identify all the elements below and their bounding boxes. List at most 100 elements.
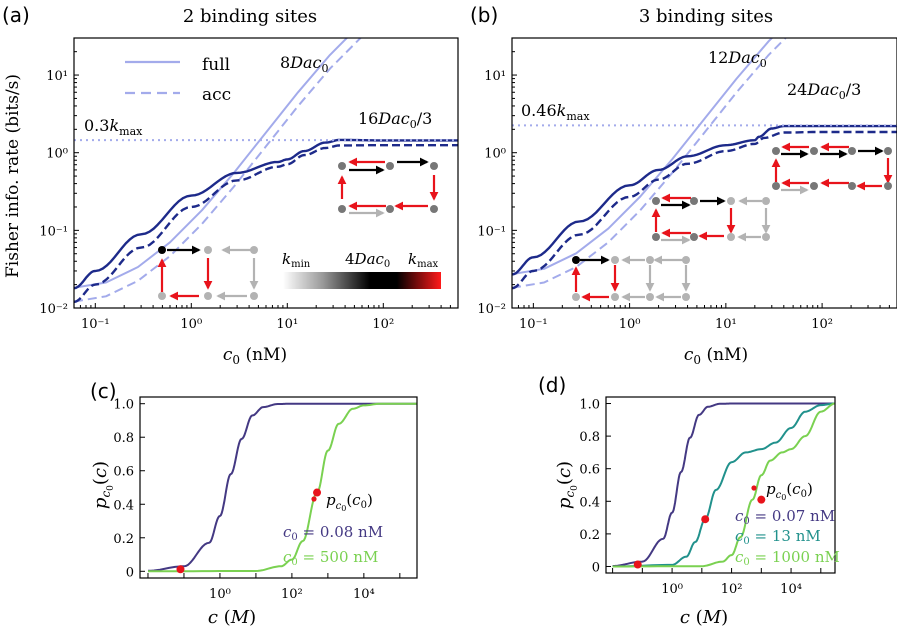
axes-layer: 10⁰ 10² 10⁴ 0 0.2 0.4 0.6 0.8 1.0 bbox=[113, 396, 418, 602]
series-line-acc bbox=[512, 38, 787, 289]
y-tick-label: 10⁻² bbox=[39, 302, 68, 317]
y-tick-label: 0.4 bbox=[579, 495, 600, 510]
axes-frame bbox=[511, 37, 897, 309]
x-tick-label: 10⁰ bbox=[661, 582, 683, 597]
x-tick-label: 10⁰ bbox=[619, 317, 641, 332]
y-tick-label: 0 bbox=[126, 565, 134, 580]
xlabel-a: c0 (nM) bbox=[223, 345, 287, 367]
legend-c: pc0(c0) c0 = 0.08 nM c0 = 500 nM bbox=[283, 491, 383, 568]
axes-frame bbox=[139, 396, 418, 579]
ylabel-c: pc0(c) bbox=[90, 461, 116, 509]
y-tick-label: 0 bbox=[592, 560, 600, 575]
panel-label-c: (c) bbox=[90, 379, 117, 403]
xlabel-d: c (M) bbox=[680, 607, 728, 628]
axes-layer: 10⁻¹ 10⁰ 10¹ 10² 10⁻² 10⁻¹ 10⁰ 10¹ bbox=[39, 37, 459, 332]
x-tick-label: 10⁰ bbox=[180, 317, 202, 332]
plot-panel-d: 10⁰ 10² 10⁴ 0 0.2 0.4 0.6 0.8 1.0 bbox=[579, 396, 836, 597]
x-tick-label: 10⁴ bbox=[780, 582, 802, 597]
legend-series-d-0: c0 = 0.07 nM bbox=[735, 507, 835, 527]
series-line-c0-1000-nm bbox=[612, 402, 835, 568]
plot-panel-b: 10⁻¹ 10⁰ 10¹ 10² 10⁻² 10⁻¹ 10⁰ 10¹ bbox=[477, 37, 897, 332]
xlabel-c: c (M) bbox=[208, 607, 256, 628]
colorbar-label-max: kmax bbox=[408, 250, 439, 270]
network-a-large bbox=[337, 157, 439, 218]
plot-panel-c: 10⁰ 10² 10⁴ 0 0.2 0.4 0.6 0.8 1.0 bbox=[113, 396, 418, 602]
hline-label-a: 0.3kmax bbox=[84, 116, 143, 138]
legend-marker-d bbox=[751, 485, 757, 491]
x-tick-label: 10⁻¹ bbox=[81, 317, 110, 332]
y-tick-label: 0.2 bbox=[579, 528, 600, 543]
series-line-c0-0-07-nm bbox=[612, 402, 835, 567]
series-line-c0-0-08-nm bbox=[147, 402, 417, 572]
x-tick-label: 10² bbox=[811, 317, 833, 332]
slope-label-a-full: 8Dac0 bbox=[280, 53, 329, 75]
y-tick-label: 1.0 bbox=[113, 398, 134, 413]
colorbar: kmin 4Dac0 kmax bbox=[282, 250, 441, 289]
plot-panel-a: 10⁻¹ 10⁰ 10¹ 10² 10⁻² 10⁻¹ 10⁰ 10¹ bbox=[39, 37, 459, 332]
operating-point bbox=[633, 560, 642, 569]
ylabel-a: Fisher info. rate (bits/s) bbox=[3, 74, 23, 278]
y-tick-label: 0.4 bbox=[113, 498, 134, 513]
y-tick-label: 0.6 bbox=[113, 465, 134, 480]
y-tick-label: 10¹ bbox=[46, 69, 68, 84]
x-tick-label: 10² bbox=[721, 582, 743, 597]
operating-point bbox=[313, 488, 322, 497]
x-tick-label: 10¹ bbox=[715, 317, 737, 332]
axes-frame bbox=[73, 37, 459, 309]
xlabel-b: c0 (nM) bbox=[684, 345, 748, 367]
legend-marker-c bbox=[311, 496, 317, 502]
y-tick-label: 10⁻¹ bbox=[477, 224, 506, 239]
slope-label-a-acc: 16Dac0/3 bbox=[358, 109, 432, 131]
legend-a: full acc bbox=[125, 55, 231, 105]
y-tick-label: 0.6 bbox=[579, 463, 600, 478]
title-b: 3 binding sites bbox=[639, 6, 773, 27]
legend-marker-label-c: pc0(c0) bbox=[326, 491, 373, 513]
colorbar-gradient bbox=[283, 272, 441, 289]
legend-acc-label: acc bbox=[202, 85, 231, 105]
slope-label-b-full: 12Dac0 bbox=[708, 48, 767, 70]
y-tick-label: 10⁻¹ bbox=[39, 224, 68, 239]
series-layer bbox=[74, 38, 458, 304]
network-a-small bbox=[157, 245, 259, 301]
y-tick-label: 0.8 bbox=[113, 431, 134, 446]
hline-label-b: 0.46kmax bbox=[521, 101, 590, 123]
slope-label-b-acc: 24Dac0/3 bbox=[787, 80, 861, 102]
y-tick-label: 10¹ bbox=[484, 69, 506, 84]
legend-series-c-1: c0 = 500 nM bbox=[283, 548, 378, 568]
operating-point bbox=[701, 515, 710, 524]
title-a: 2 binding sites bbox=[183, 6, 317, 27]
y-tick-label: 1.0 bbox=[579, 398, 600, 413]
legend-d: pc0(c0) c0 = 0.07 nM c0 = 13 nM c0 = 100… bbox=[735, 480, 840, 568]
x-tick-label: 10² bbox=[281, 587, 303, 602]
panel-label-b: (b) bbox=[470, 3, 498, 27]
series-line-optimal-acc bbox=[74, 144, 458, 304]
legend-series-d-2: c0 = 1000 nM bbox=[735, 548, 840, 568]
y-tick-label: 10⁰ bbox=[484, 147, 506, 162]
network-b-small bbox=[571, 255, 691, 302]
series-line-full bbox=[74, 38, 349, 289]
y-tick-label: 0.2 bbox=[113, 532, 134, 547]
legend-series-c-0: c0 = 0.08 nM bbox=[283, 523, 383, 543]
legend-series-d-1: c0 = 13 nM bbox=[735, 527, 821, 547]
colorbar-label-mid: 4Dac0 bbox=[345, 250, 390, 270]
series-layer bbox=[612, 402, 835, 568]
series-layer bbox=[512, 38, 897, 290]
panel-label-d: (d) bbox=[538, 373, 566, 397]
x-tick-label: 10⁴ bbox=[353, 587, 375, 602]
network-b-large bbox=[771, 142, 893, 195]
y-tick-label: 10⁰ bbox=[46, 147, 68, 162]
axes-layer: 10⁰ 10² 10⁴ 0 0.2 0.4 0.6 0.8 1.0 bbox=[579, 396, 836, 597]
axes-layer: 10⁻¹ 10⁰ 10¹ 10² 10⁻² 10⁻¹ 10⁰ 10¹ bbox=[477, 37, 897, 332]
series-line-acc bbox=[74, 38, 362, 303]
panel-label-a: (a) bbox=[2, 3, 30, 27]
series-line-full bbox=[512, 38, 774, 276]
y-tick-label: 10⁻² bbox=[477, 302, 506, 317]
x-tick-label: 10⁻¹ bbox=[519, 317, 548, 332]
operating-point bbox=[176, 565, 185, 574]
legend-full-label: full bbox=[202, 55, 230, 75]
series-line-optimal-full bbox=[74, 138, 458, 290]
series-line-c0-500-nm bbox=[148, 402, 417, 573]
series-layer bbox=[147, 402, 417, 573]
axes-frame bbox=[605, 396, 836, 574]
